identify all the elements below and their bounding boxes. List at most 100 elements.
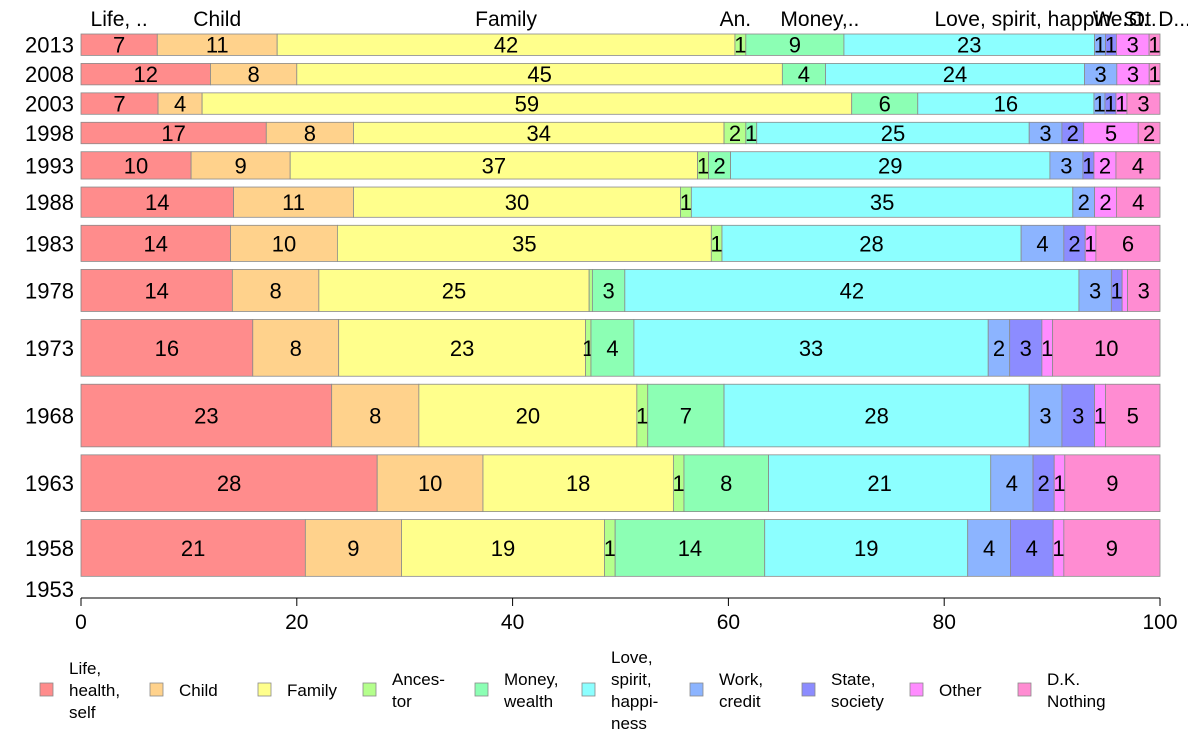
legend-label-6: Work, credit xyxy=(719,670,763,711)
data-label-1973-4: 4 xyxy=(606,336,618,361)
bar-segment-1978-3 xyxy=(588,269,593,312)
data-label-2013-1: 11 xyxy=(206,33,229,58)
legend-label-3: Ances-tor xyxy=(392,670,445,711)
bar-segment-1968-5 xyxy=(723,383,1030,448)
y-label-1993: 1993 xyxy=(25,153,74,178)
bar-segment-1958-1 xyxy=(304,519,402,577)
bar-segment-1983-1 xyxy=(230,224,338,262)
data-label-1963-9: 9 xyxy=(1106,471,1118,496)
y-label-1963: 1963 xyxy=(25,471,74,496)
data-label-1988-1: 11 xyxy=(282,190,305,215)
data-label-1968-8: 1 xyxy=(1094,404,1106,429)
data-label-1978-7: 1 xyxy=(1111,278,1123,303)
data-label-1968-0: 23 xyxy=(194,404,218,429)
top-label-7: St. xyxy=(1123,8,1149,31)
data-label-1983-0: 14 xyxy=(144,231,168,256)
data-label-1968-2: 20 xyxy=(516,404,540,429)
data-label-1988-2: 30 xyxy=(505,190,529,215)
data-label-2003-9: 3 xyxy=(1137,92,1149,117)
bar-segment-1978-6 xyxy=(1078,269,1112,312)
top-label-9: D... xyxy=(1158,8,1188,31)
data-label-1978-1: 8 xyxy=(269,278,281,303)
data-label-2013-0: 7 xyxy=(113,33,125,58)
data-label-1973-9: 10 xyxy=(1094,336,1118,361)
bar-segment-1988-9 xyxy=(1116,186,1161,218)
legend-label-2: Family xyxy=(287,681,338,700)
bar-segment-1983-2 xyxy=(336,224,712,262)
y-label-2003: 2003 xyxy=(25,92,74,117)
data-label-1983-5: 28 xyxy=(859,231,883,256)
data-label-1983-8: 1 xyxy=(1084,231,1096,256)
top-label-0: Life, .. xyxy=(91,8,148,31)
data-label-1998-6: 3 xyxy=(1039,121,1051,146)
bar-segment-1973-5 xyxy=(633,319,989,377)
data-label-1968-7: 3 xyxy=(1072,404,1084,429)
y-label-1973: 1973 xyxy=(25,336,74,361)
legend-label-8: Other xyxy=(939,681,982,700)
data-label-1958-8: 1 xyxy=(1052,536,1064,561)
data-label-1983-3: 1 xyxy=(711,231,723,256)
x-axis: 0 20 40 60 80 100 xyxy=(75,597,1178,634)
bar-segment-1973-2 xyxy=(338,319,587,377)
top-label-6: W. xyxy=(1093,8,1118,31)
data-label-2003-4: 6 xyxy=(879,92,891,117)
data-label-2013-4: 9 xyxy=(789,33,801,58)
bar-segment-1958-7 xyxy=(1010,519,1054,577)
bar-segment-1968-7 xyxy=(1061,383,1096,448)
data-label-1968-6: 3 xyxy=(1039,404,1051,429)
data-label-2013-8: 3 xyxy=(1127,33,1139,58)
data-label-2003-1: 4 xyxy=(174,92,186,117)
data-label-1973-2: 23 xyxy=(450,336,474,361)
legend: Life, health, self Child Family Ances-tor Mone… xyxy=(39,648,1106,733)
data-label-1958-4: 14 xyxy=(678,536,702,561)
bar-segment-1963-1 xyxy=(376,454,484,512)
data-label-1978-6: 3 xyxy=(1089,278,1101,303)
bar-segment-1978-4 xyxy=(591,269,626,312)
data-label-1963-0: 28 xyxy=(217,471,241,496)
data-label-1983-7: 2 xyxy=(1068,231,1080,256)
top-label-5: Love, spirit, happine.. xyxy=(934,8,1134,31)
data-label-1963-6: 4 xyxy=(1006,471,1018,496)
bar-segment-1963-2 xyxy=(482,454,674,512)
data-label-1968-1: 8 xyxy=(369,404,381,429)
data-label-2008-8: 3 xyxy=(1127,62,1139,87)
data-label-2003-5: 16 xyxy=(994,92,1018,117)
bar-segment-1998-9 xyxy=(1137,121,1161,145)
data-label-2013-2: 42 xyxy=(494,33,518,58)
bar-segment-1983-9 xyxy=(1095,224,1161,262)
x-tick-label-100: 100 xyxy=(1142,611,1177,634)
bar-segment-1978-0 xyxy=(80,269,233,312)
top-label-3: An. xyxy=(720,8,752,31)
data-label-1958-6: 4 xyxy=(983,536,995,561)
bar-segment-2013-9 xyxy=(1148,33,1161,56)
data-label-2013-3: 1 xyxy=(734,33,746,58)
bar-segment-1968-6 xyxy=(1028,383,1063,448)
data-label-1983-1: 10 xyxy=(272,231,296,256)
data-label-1978-0: 14 xyxy=(144,278,168,303)
data-label-1983-9: 6 xyxy=(1122,231,1134,256)
bar-segment-1978-5 xyxy=(624,269,1080,312)
data-label-1993-0: 10 xyxy=(124,153,148,178)
x-tick-label-20: 20 xyxy=(285,611,308,634)
data-label-1998-8: 5 xyxy=(1105,121,1117,146)
y-label-1968: 1968 xyxy=(25,404,74,429)
data-label-2003-2: 59 xyxy=(515,92,539,117)
legend-swatch-1 xyxy=(149,682,164,697)
data-label-1988-0: 14 xyxy=(145,190,169,215)
data-label-1968-3: 1 xyxy=(636,404,648,429)
data-label-1963-8: 1 xyxy=(1053,471,1065,496)
data-label-2003-0: 7 xyxy=(113,92,125,117)
legend-swatch-2 xyxy=(257,682,272,697)
data-label-2008-9: 1 xyxy=(1148,62,1160,87)
data-label-1978-2: 25 xyxy=(442,278,466,303)
bar-segment-1978-9 xyxy=(1127,269,1161,312)
legend-swatch-0 xyxy=(39,682,54,697)
legend-swatch-3 xyxy=(362,682,377,697)
data-label-1998-5: 25 xyxy=(881,121,905,146)
data-label-1993-7: 1 xyxy=(1082,153,1094,178)
data-label-1978-9: 3 xyxy=(1138,278,1150,303)
bar-segment-1988-5 xyxy=(690,186,1074,218)
bar-segment-1963-4 xyxy=(683,454,769,512)
data-label-1958-7: 4 xyxy=(1026,536,1038,561)
